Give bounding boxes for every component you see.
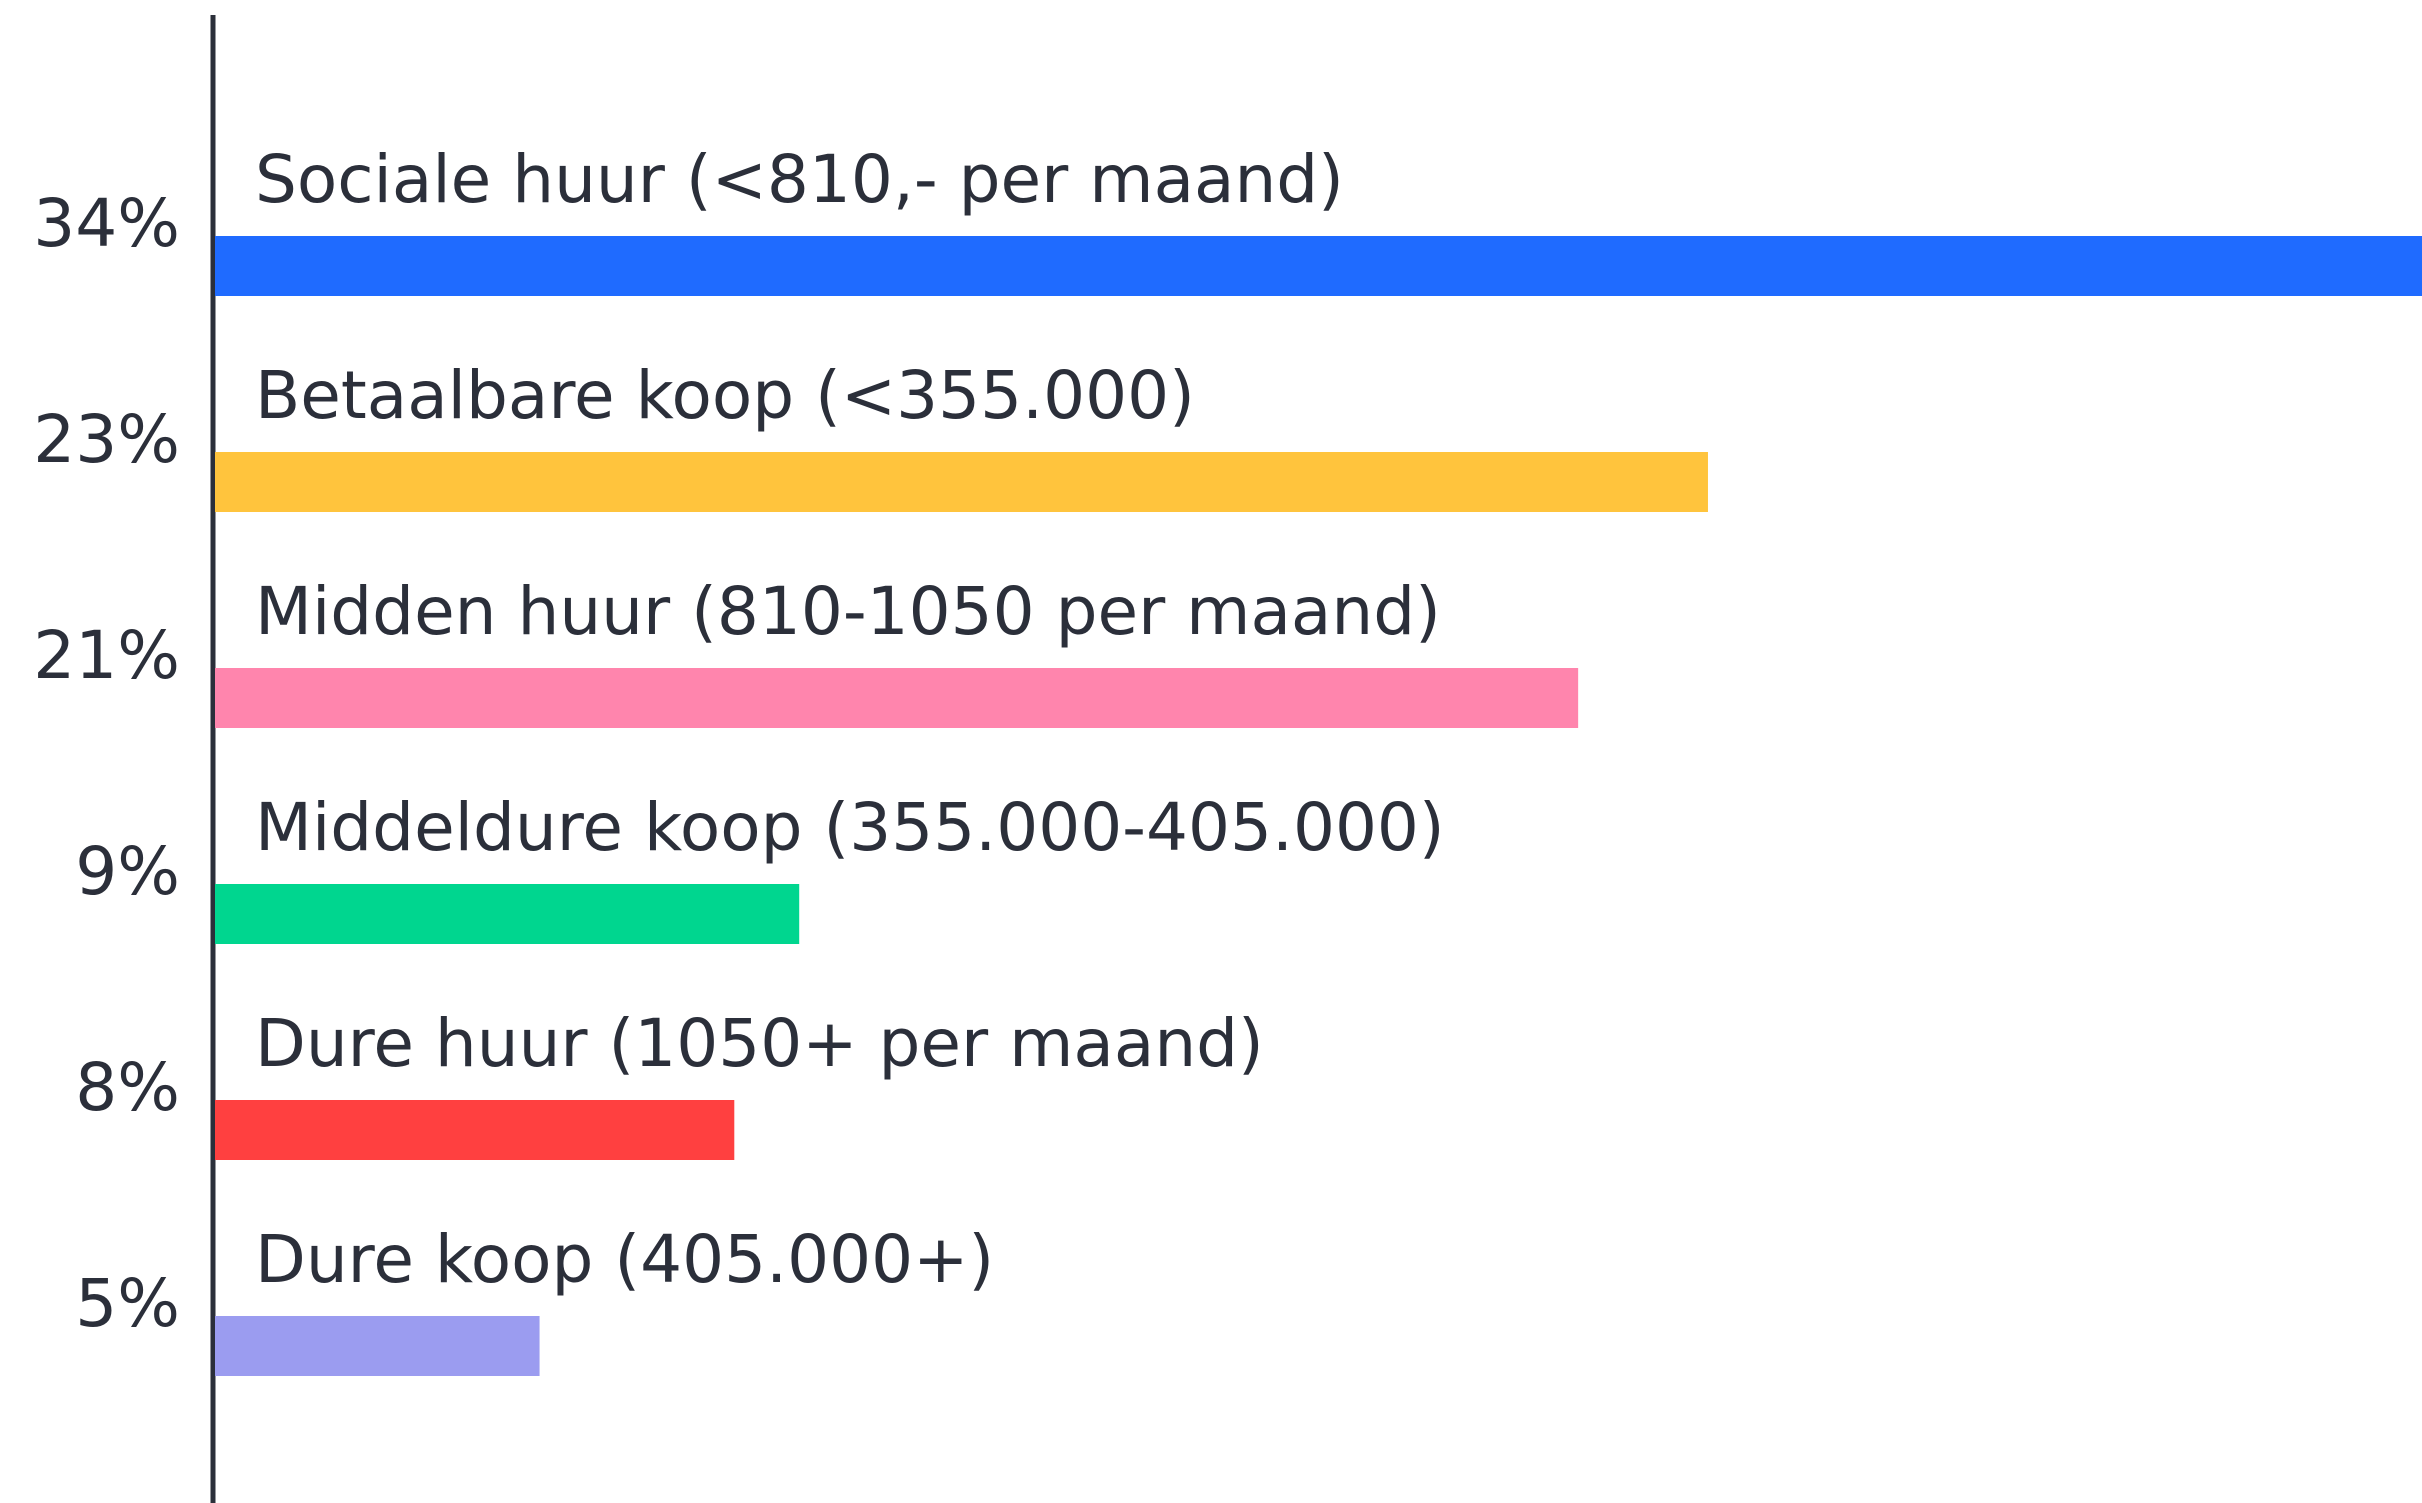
value-label: 21% [33,617,180,694]
bar [215,884,800,944]
bar [215,668,1579,728]
bar [215,1316,540,1376]
value-label: 34% [33,185,180,262]
category-label: Dure koop (405.000+) [255,1221,994,1298]
bar [215,236,2422,296]
value-label: 23% [33,401,180,478]
category-label: Sociale huur (<810,- per maand) [255,141,1344,218]
value-label: 5% [75,1265,180,1342]
category-label: Dure huur (1050+ per maand) [255,1005,1264,1082]
category-label: Middeldure koop (355.000-405.000) [255,789,1445,866]
bar [215,452,1708,512]
category-label: Midden huur (810-1050 per maand) [255,573,1441,650]
value-label: 8% [75,1049,180,1126]
bar [215,1100,735,1160]
category-label: Betaalbare koop (<355.000) [255,357,1195,434]
value-label: 9% [75,833,180,910]
